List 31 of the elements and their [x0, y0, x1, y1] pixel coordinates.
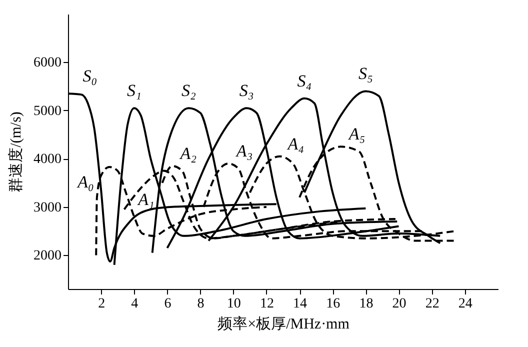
series-label: S₂ — [182, 81, 196, 100]
y-tick-label: 3000 — [34, 200, 62, 216]
y-tick-label: 6000 — [34, 56, 62, 71]
y-tick-label: 4000 — [34, 152, 62, 168]
x-tick-label: 14 — [293, 296, 308, 312]
x-tick-label: 6 — [164, 296, 172, 312]
series-label: A₀ — [76, 172, 94, 192]
x-tick-label: 22 — [425, 296, 440, 312]
x-tick-label: 8 — [197, 296, 204, 312]
series-label: A₁ — [137, 190, 154, 210]
series-label: S₁ — [126, 81, 142, 100]
series-label: A₂ — [179, 144, 197, 163]
series-label: A₅ — [348, 124, 366, 144]
x-tick-label: 20 — [392, 296, 406, 312]
x-tick-label: 16 — [326, 296, 340, 312]
x-tick-label: 10 — [226, 296, 241, 312]
x-tick-label: 4 — [131, 296, 138, 312]
x-tick-label: 12 — [260, 296, 274, 312]
series-label: A₃ — [235, 142, 253, 161]
series-label: A₄ — [286, 134, 304, 154]
y-tick-label: 5000 — [34, 104, 62, 119]
series-label: S₃ — [239, 81, 254, 100]
x-tick-label: 18 — [359, 296, 374, 312]
x-tick-label: 2 — [98, 296, 106, 312]
series-label: S₅ — [358, 64, 373, 84]
x-tick-label: 24 — [458, 296, 472, 312]
series-label: S₀ — [82, 66, 98, 86]
y-axis-title: 群速度/(m/s) — [8, 112, 24, 192]
x-axis-title: 频率×板厚/MHz·mm — [218, 316, 350, 332]
series-label: S₄ — [297, 71, 312, 90]
y-tick-label: 2000 — [34, 248, 62, 264]
